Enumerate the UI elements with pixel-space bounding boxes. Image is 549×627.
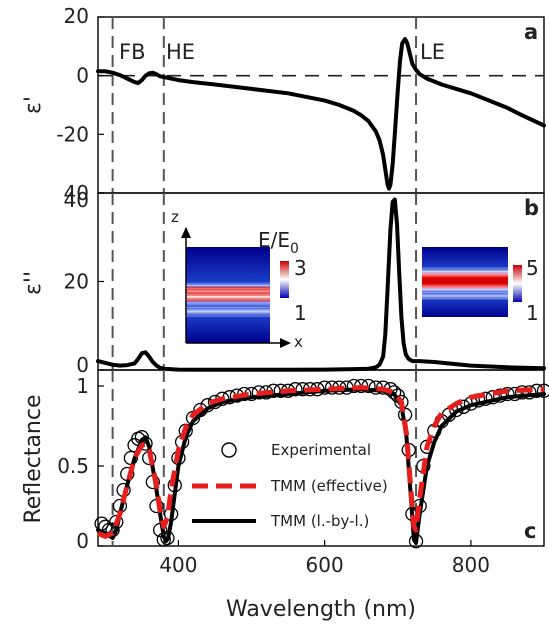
inset-title-main: E/E — [258, 228, 290, 252]
y-tick-label: 0 — [76, 64, 89, 88]
colorbar-1-max: 3 — [294, 256, 307, 280]
inset-z-arrow — [181, 227, 191, 238]
inset-title: E/E0 — [258, 228, 299, 257]
x-tick-label: 400 — [159, 553, 197, 577]
experimental-point — [514, 385, 530, 400]
y-tick-label: 1 — [76, 374, 89, 398]
y-tick-label: 20 — [64, 4, 89, 28]
inset-x-arrow — [280, 338, 291, 348]
x-axis-title: Wavelength (nm) — [226, 597, 416, 622]
y-tick-label: -20 — [56, 122, 89, 146]
legend: Experimental TMM (effective) TMM (l.-by-… — [192, 441, 388, 530]
y-tick-label: 0 — [76, 353, 89, 377]
series-line — [96, 197, 546, 372]
inset-x-label: x — [294, 333, 303, 351]
panel-letter-c: c — [524, 519, 536, 543]
experimental-point — [536, 383, 549, 398]
legend-marker-experimental — [221, 442, 237, 458]
y-tick-label: 20 — [64, 270, 89, 294]
colorbar-1 — [280, 261, 289, 298]
y-axis-title-c: Reflectance — [21, 394, 46, 523]
y-axis-title-a: ε' — [21, 96, 46, 114]
field-inset-1: z x E/E0 3 1 — [171, 208, 307, 351]
region-label-fb: FB — [119, 40, 146, 64]
inset-z-label: z — [171, 208, 179, 226]
y-tick-label: 0 — [76, 529, 89, 553]
y-tick-label: 40 — [64, 181, 89, 205]
series-line-effective — [96, 385, 545, 539]
x-tick-label: 600 — [306, 553, 344, 577]
colorbar-2-max: 5 — [526, 256, 539, 280]
y-axis-title-b: ε'' — [21, 271, 46, 295]
legend-label-experimental: Experimental — [271, 441, 371, 459]
colorbar-1-min: 1 — [294, 301, 307, 325]
x-tick-label: 800 — [452, 553, 490, 577]
panel-a: 20 0 -20 40 ε' FB HE LE a — [21, 4, 546, 205]
y-tick-label: 40 — [64, 188, 89, 212]
legend-label-effective: TMM (effective) — [270, 477, 388, 495]
field-inset-2: 5 1 — [422, 247, 539, 325]
region-label-le: LE — [420, 40, 445, 64]
inset-title-sub: 0 — [290, 241, 299, 257]
region-label-he: HE — [166, 40, 195, 64]
legend-label-lbl: TMM (l.-by-l.) — [270, 512, 369, 530]
panel-c: 0 0.5 1 400 600 800 Reflectance Wavelength (… — [21, 369, 549, 622]
panel-letter-b: b — [524, 196, 539, 220]
y-tick-label: 0.5 — [57, 454, 89, 478]
field-map-1 — [186, 247, 270, 343]
series-line — [96, 37, 546, 191]
field-map-2 — [422, 247, 508, 317]
colorbar-2-min: 1 — [526, 301, 539, 325]
colorbar-2 — [513, 265, 522, 302]
panel-letter-a: a — [524, 20, 538, 44]
